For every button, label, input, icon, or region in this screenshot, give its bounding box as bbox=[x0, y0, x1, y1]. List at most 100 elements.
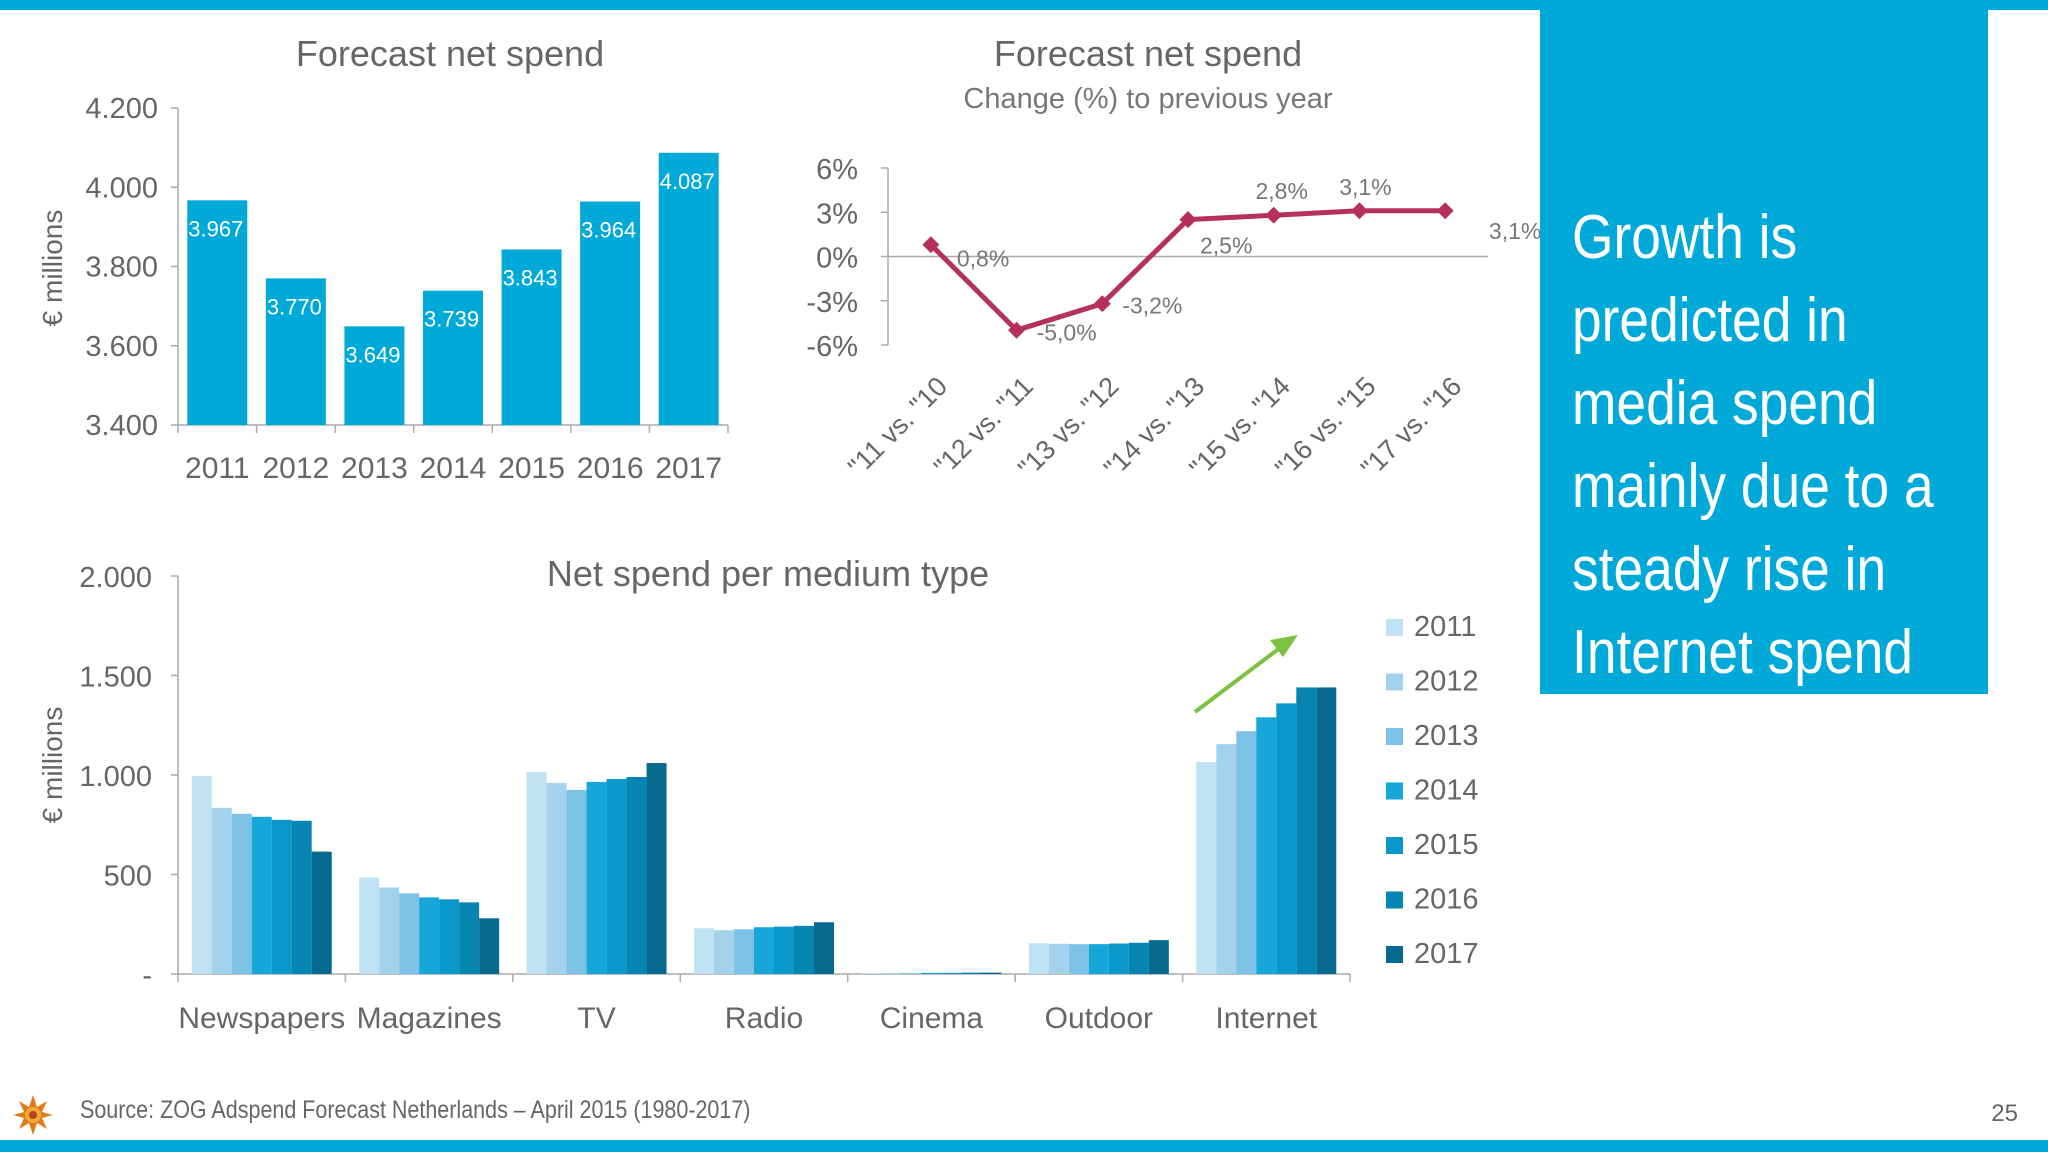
bar bbox=[714, 930, 734, 974]
x-tick-label: Internet bbox=[1215, 1002, 1317, 1035]
x-tick-label: 2016 bbox=[577, 452, 644, 485]
x-tick-label: 2011 bbox=[185, 452, 250, 485]
bar bbox=[734, 929, 754, 974]
bar bbox=[901, 973, 922, 974]
bar bbox=[1108, 943, 1129, 974]
point-marker bbox=[1436, 202, 1454, 220]
bar bbox=[941, 972, 962, 974]
bar bbox=[211, 807, 232, 974]
legend-label: 2014 bbox=[1414, 775, 1479, 807]
bar bbox=[399, 893, 420, 974]
bar bbox=[546, 782, 567, 974]
bar bbox=[439, 899, 460, 974]
legend-label: 2017 bbox=[1414, 938, 1479, 970]
bar bbox=[344, 326, 405, 425]
bar bbox=[526, 772, 547, 974]
bar bbox=[1128, 942, 1149, 974]
bar bbox=[586, 781, 607, 974]
bar bbox=[359, 877, 380, 974]
legend-label: 2012 bbox=[1414, 666, 1479, 698]
data-label: 4.087 bbox=[660, 169, 715, 194]
bottom-accent-bar bbox=[0, 1140, 2048, 1152]
x-tick-label: 2013 bbox=[341, 452, 408, 485]
bar bbox=[231, 813, 252, 974]
data-label: 3,1% bbox=[1489, 218, 1541, 244]
data-label: -3,2% bbox=[1122, 293, 1182, 319]
legend-label: 2011 bbox=[1414, 611, 1476, 643]
y-tick-label: 2.000 bbox=[79, 562, 152, 594]
callout-panel: Growth is predicted in media spend mainl… bbox=[1540, 10, 1988, 694]
y-tick-label: 3.800 bbox=[85, 252, 158, 284]
bar bbox=[981, 972, 1002, 974]
page-number: 25 bbox=[1991, 1100, 2018, 1127]
bar bbox=[814, 922, 834, 974]
legend-label: 2013 bbox=[1414, 720, 1479, 752]
medium-bar-chart-ylabel: € millions bbox=[37, 707, 68, 824]
bar bbox=[1028, 943, 1049, 974]
change-line-chart-title: Forecast net spend bbox=[994, 33, 1302, 74]
bar bbox=[459, 902, 480, 974]
callout-text: Growth is predicted in media spend mainl… bbox=[1572, 203, 1934, 687]
bar bbox=[646, 763, 667, 974]
legend-swatch bbox=[1386, 891, 1403, 909]
bar bbox=[291, 820, 312, 974]
data-label: 3.770 bbox=[267, 294, 322, 319]
y-tick-label: 4.200 bbox=[85, 93, 158, 125]
y-tick-label: 0% bbox=[816, 243, 858, 275]
x-tick-label: 2017 bbox=[655, 452, 722, 485]
x-tick-label: 2012 bbox=[262, 452, 329, 485]
x-tick-label: 2014 bbox=[420, 452, 487, 485]
bar bbox=[1296, 687, 1317, 974]
bar bbox=[580, 201, 641, 425]
bar bbox=[626, 776, 647, 974]
data-label: 2,5% bbox=[1200, 233, 1252, 259]
bar bbox=[1316, 687, 1337, 974]
x-tick-label: Radio bbox=[725, 1002, 803, 1035]
medium-bar-chart: - 500 1.000 1.500 2.000 Newspapers Magazines TV… bbox=[79, 562, 1478, 1035]
bar bbox=[1088, 944, 1109, 974]
bar bbox=[754, 927, 774, 974]
bar bbox=[861, 973, 882, 974]
legend-swatch bbox=[1386, 673, 1403, 691]
y-tick-label: - bbox=[142, 960, 152, 992]
y-tick-label: 6% bbox=[816, 154, 858, 186]
legend-swatch bbox=[1386, 782, 1403, 800]
y-tick-label: 1.000 bbox=[79, 761, 152, 793]
y-tick-label: 3.400 bbox=[85, 410, 158, 442]
bar bbox=[191, 775, 212, 974]
bar bbox=[774, 926, 794, 974]
forecast-bar-chart-ylabel: € millions bbox=[37, 210, 68, 327]
data-label: 3.843 bbox=[503, 265, 558, 290]
y-tick-label: -3% bbox=[806, 287, 858, 319]
top-accent-bar bbox=[0, 0, 2048, 10]
sun-logo-icon bbox=[13, 1095, 53, 1135]
forecast-bar-chart: 3.400 3.600 3.800 4.000 4.200 3.967 2011 3.770 2… bbox=[85, 93, 729, 485]
bar bbox=[1236, 731, 1257, 974]
bar bbox=[419, 897, 440, 974]
point-marker bbox=[1008, 321, 1026, 339]
data-label: 3.649 bbox=[345, 342, 400, 367]
bar bbox=[694, 928, 714, 974]
y-tick-label: 3% bbox=[816, 198, 858, 230]
bar bbox=[423, 290, 483, 425]
data-label: 2,8% bbox=[1255, 178, 1307, 204]
legend-swatch bbox=[1386, 946, 1403, 963]
x-tick-label: Outdoor bbox=[1045, 1002, 1153, 1035]
y-tick-label: 4.000 bbox=[85, 172, 158, 204]
y-tick-label: 1.500 bbox=[79, 662, 152, 694]
legend-label: 2016 bbox=[1414, 884, 1479, 916]
bar bbox=[379, 887, 400, 974]
x-tick-label: Newspapers bbox=[178, 1002, 345, 1035]
bar bbox=[311, 851, 332, 974]
legend-swatch bbox=[1386, 837, 1403, 854]
data-label: 3.964 bbox=[581, 218, 636, 243]
bar bbox=[1276, 703, 1297, 974]
y-tick-label: 3.600 bbox=[85, 331, 158, 363]
data-label: 3,1% bbox=[1339, 174, 1391, 200]
bar bbox=[479, 918, 500, 974]
x-tick-label: 2015 bbox=[498, 452, 565, 485]
trend-arrow bbox=[1193, 635, 1298, 714]
bar bbox=[187, 200, 248, 425]
x-tick-label: Magazines bbox=[357, 1002, 502, 1035]
bar bbox=[1256, 717, 1277, 974]
